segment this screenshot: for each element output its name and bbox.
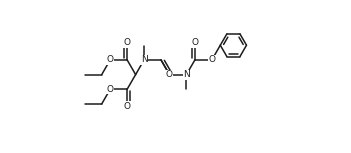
Text: O: O <box>208 55 216 64</box>
Text: O: O <box>107 55 114 64</box>
Text: O: O <box>191 38 198 47</box>
Text: O: O <box>124 102 131 111</box>
Text: N: N <box>141 55 147 64</box>
Text: O: O <box>107 85 114 94</box>
Text: O: O <box>124 38 131 47</box>
Text: N: N <box>183 70 190 79</box>
Text: O: O <box>166 70 173 79</box>
